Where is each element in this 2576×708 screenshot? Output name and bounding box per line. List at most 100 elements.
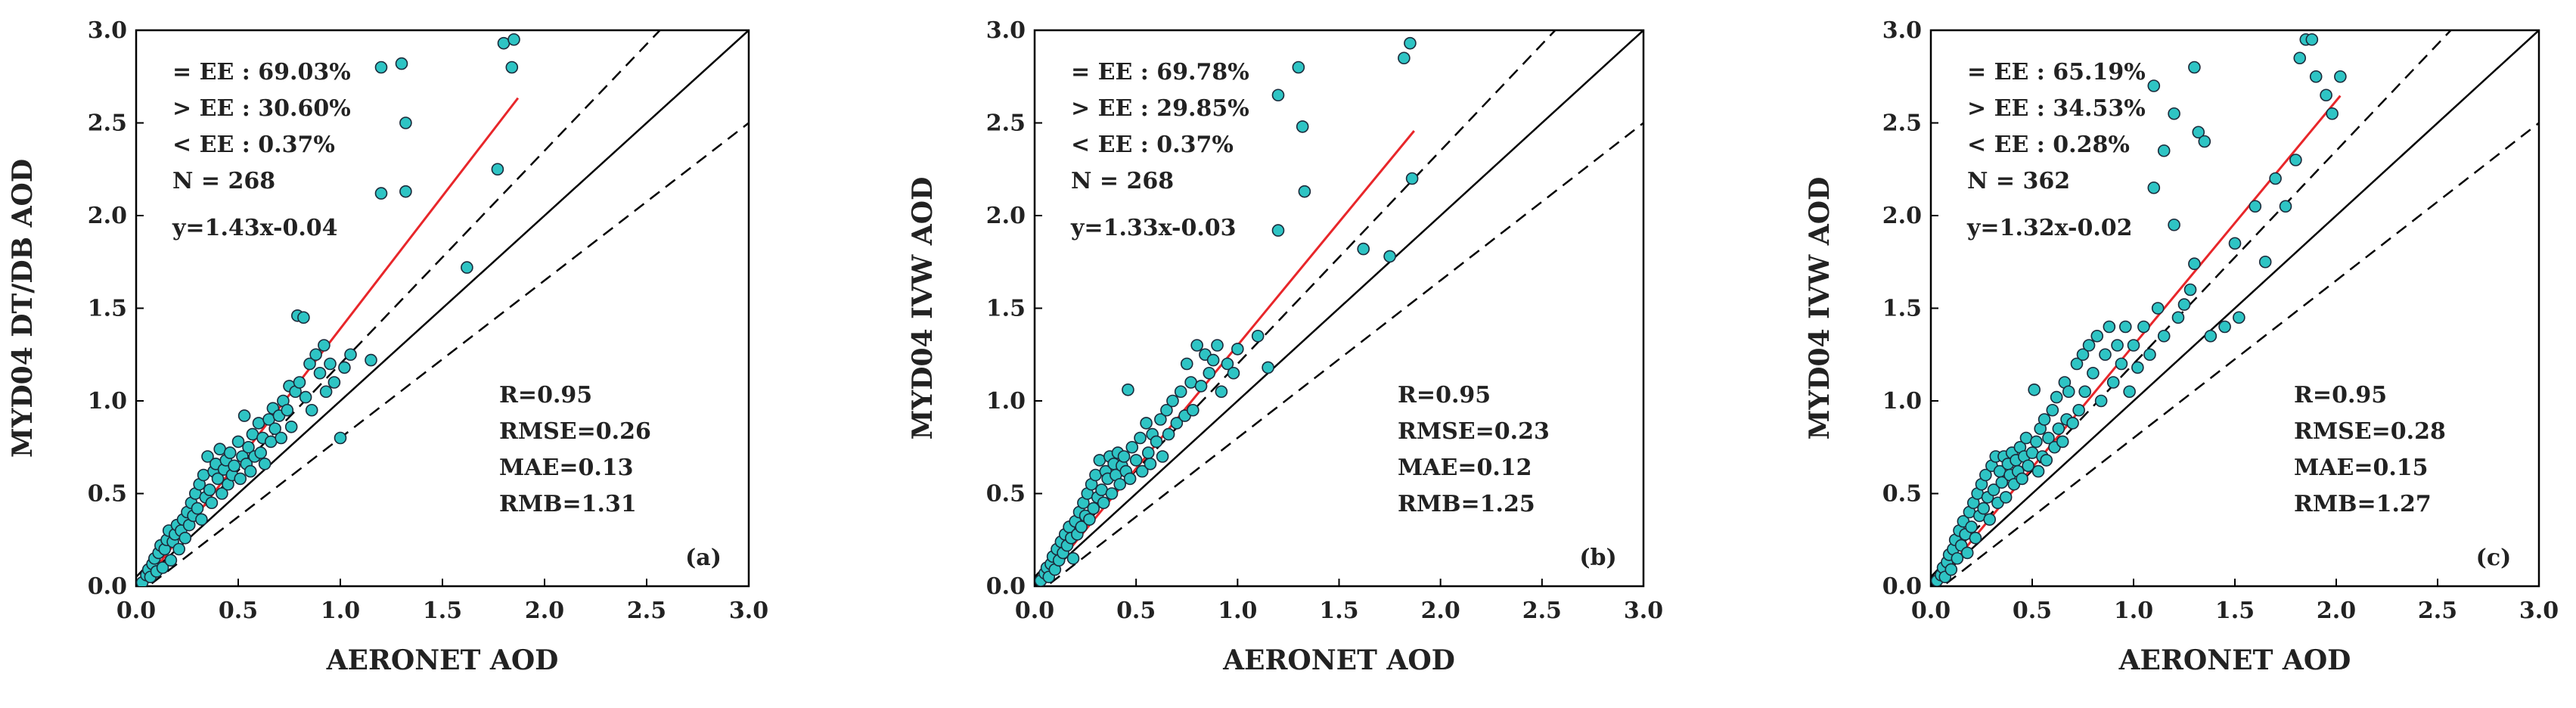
y-tick-label: 2.5: [1882, 110, 1922, 137]
data-point: [313, 366, 327, 380]
data-point: [491, 163, 504, 176]
data-point: [1194, 380, 1208, 393]
data-point: [1113, 477, 1126, 491]
data-point: [1203, 366, 1216, 380]
data-point: [2151, 302, 2165, 315]
data-point: [1135, 464, 1149, 478]
data-point: [2087, 366, 2100, 380]
x-tick-label: 0.0: [1015, 598, 1054, 624]
x-axis-label: AERONET AOD: [1222, 644, 1455, 676]
data-point: [1969, 531, 1982, 545]
data-point: [1206, 353, 1220, 367]
data-point: [1383, 250, 1396, 263]
data-point: [1231, 343, 1244, 356]
data-point: [395, 57, 408, 70]
data-point: [216, 487, 228, 500]
data-point: [244, 464, 257, 478]
y-tick-label: 2.5: [88, 110, 127, 137]
y-tick-label: 0.0: [88, 573, 127, 600]
x-tick-label: 0.5: [219, 598, 258, 624]
y-tick-label: 0.5: [986, 481, 1026, 508]
data-point: [2050, 390, 2063, 404]
data-point: [191, 502, 204, 515]
data-point: [2198, 135, 2211, 148]
data-point: [303, 357, 316, 371]
data-point: [1215, 385, 1228, 399]
y-tick-label: 1.0: [1882, 388, 1922, 415]
data-point: [2192, 126, 2205, 139]
stats-right-line: RMB=1.27: [2294, 491, 2432, 517]
data-point: [195, 513, 208, 526]
data-point: [293, 376, 306, 389]
stats-right-line: MAE=0.15: [2294, 455, 2429, 481]
stats-left-line: N = 268: [1071, 168, 1174, 194]
data-point: [2118, 320, 2132, 334]
y-tick-label: 1.5: [1882, 296, 1922, 322]
data-point: [254, 446, 268, 459]
x-tick-label: 2.5: [2418, 598, 2457, 624]
data-point: [2137, 320, 2150, 334]
data-point: [2040, 454, 2053, 467]
x-tick-label: 2.0: [525, 598, 564, 624]
stats-left-line: = EE : 69.78%: [1071, 59, 1249, 85]
data-point: [1960, 546, 1974, 560]
data-point: [318, 339, 331, 352]
data-point: [507, 33, 520, 46]
x-tick-label: 0.0: [1911, 598, 1951, 624]
data-point: [223, 446, 237, 459]
scatter-points: [136, 33, 520, 586]
data-point: [2123, 385, 2136, 399]
stats-right-line: RMB=1.31: [499, 491, 637, 517]
panel-label: (c): [2476, 545, 2512, 571]
stats-left-line: < EE : 0.37%: [1071, 132, 1234, 158]
data-point: [2334, 70, 2347, 83]
data-point: [327, 376, 341, 389]
stats-left-line: < EE : 0.28%: [1967, 132, 2130, 158]
data-point: [2188, 61, 2201, 74]
data-point: [284, 420, 298, 433]
data-point: [1180, 357, 1193, 371]
data-point: [2078, 385, 2091, 399]
data-point: [1404, 36, 1417, 50]
data-point: [461, 261, 473, 274]
data-point: [1087, 502, 1100, 515]
data-point: [281, 403, 294, 417]
data-point: [344, 348, 357, 362]
ee-lower-line: [146, 122, 749, 586]
data-point: [275, 431, 288, 445]
data-point: [2157, 329, 2171, 343]
y-tick-label: 2.0: [88, 203, 127, 229]
data-point: [1097, 496, 1110, 510]
data-point: [338, 361, 351, 374]
data-point: [1125, 440, 1139, 454]
data-point: [1995, 476, 2009, 489]
stats-right-line: R=0.95: [2294, 382, 2387, 408]
data-point: [2038, 413, 2051, 426]
data-point: [505, 61, 519, 74]
stats-right-line: R=0.95: [1398, 382, 1491, 408]
data-point: [2279, 200, 2292, 213]
data-point: [2066, 417, 2079, 430]
stats-left-line: y=1.43x-0.04: [172, 215, 338, 241]
data-point: [2042, 431, 2055, 445]
y-tick-label: 1.0: [88, 388, 127, 415]
stats-left-line: = EE : 65.19%: [1967, 59, 2146, 85]
data-point: [1166, 394, 1179, 408]
y-tick-label: 1.5: [986, 296, 1026, 322]
data-point: [2177, 298, 2191, 311]
data-point: [1979, 468, 1992, 482]
x-tick-label: 2.5: [627, 598, 666, 624]
data-point: [1141, 446, 1155, 459]
data-point: [319, 385, 333, 399]
x-tick-label: 0.5: [2013, 598, 2052, 624]
x-tick-label: 2.0: [2317, 598, 2356, 624]
data-point: [2326, 107, 2339, 120]
data-point: [201, 450, 214, 463]
stats-right-line: MAE=0.12: [1398, 455, 1532, 481]
stats-right-line: RMB=1.25: [1398, 491, 1535, 517]
y-tick-label: 3.0: [1882, 17, 1922, 44]
ee-lower-line: [1941, 122, 2539, 586]
data-point: [1144, 457, 1157, 470]
stats-left-line: = EE : 69.03%: [172, 59, 351, 85]
y-tick-label: 0.0: [1882, 573, 1922, 600]
